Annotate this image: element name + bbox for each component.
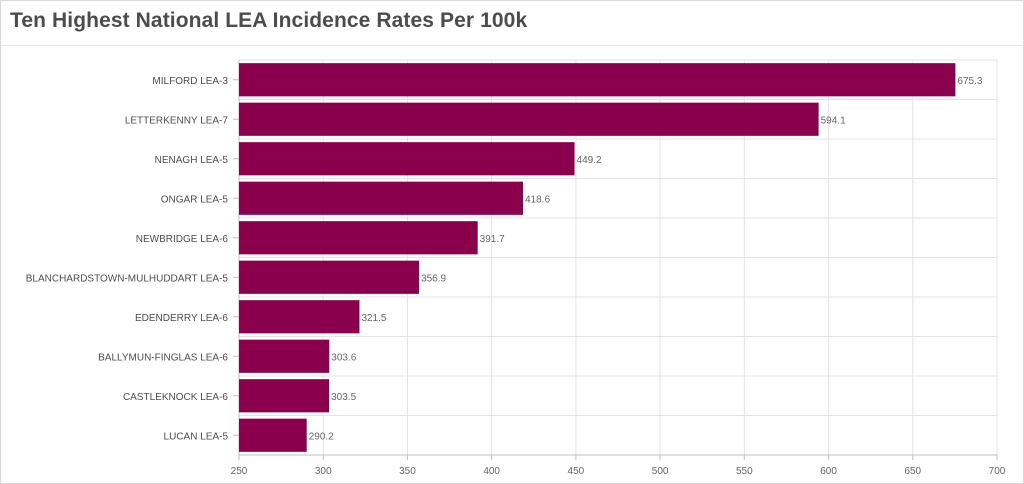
- x-tick-label: 650: [904, 466, 921, 477]
- category-label: EDENDERRY LEA-6: [135, 313, 228, 324]
- value-label: 290.2: [309, 431, 334, 442]
- value-label: 418.6: [525, 194, 550, 205]
- x-tick-label: 700: [989, 466, 1006, 477]
- value-label: 449.2: [577, 155, 602, 166]
- bar-1: [239, 102, 819, 136]
- bar-7: [239, 339, 330, 373]
- x-tick-label: 350: [399, 466, 416, 477]
- x-tick-label: 400: [483, 466, 500, 477]
- value-label: 391.7: [480, 234, 505, 245]
- category-label: MILFORD LEA-3: [152, 76, 228, 87]
- category-label: BALLYMUN-FINGLAS LEA-6: [98, 352, 228, 363]
- x-tick-label: 600: [820, 466, 837, 477]
- bar-5: [239, 260, 420, 294]
- value-label: 321.5: [361, 313, 386, 324]
- title-divider: [1, 45, 1023, 46]
- value-label: 303.5: [331, 392, 356, 403]
- bar-3: [239, 181, 523, 215]
- category-label: NEWBRIDGE LEA-6: [136, 234, 229, 245]
- bar-0: [239, 63, 956, 97]
- category-label: LETTERKENNY LEA-7: [125, 115, 229, 126]
- bar-4: [239, 221, 478, 255]
- bar-2: [239, 142, 575, 176]
- x-tick-label: 300: [315, 466, 332, 477]
- value-label: 594.1: [821, 115, 846, 126]
- chart-title: Ten Highest National LEA Incidence Rates…: [10, 9, 528, 32]
- bar-9: [239, 418, 307, 452]
- category-label: BLANCHARDSTOWN-MULHUDDART LEA-5: [26, 273, 229, 284]
- x-tick-label: 500: [652, 466, 669, 477]
- category-label: ONGAR LEA-5: [161, 194, 229, 205]
- value-label: 675.3: [957, 76, 982, 87]
- x-tick-label: 250: [231, 466, 248, 477]
- x-tick-label: 550: [736, 466, 753, 477]
- bar-8: [239, 379, 330, 413]
- value-label: 356.9: [421, 273, 446, 284]
- category-label: LUCAN LEA-5: [164, 431, 229, 442]
- bar-6: [239, 300, 360, 334]
- x-tick-label: 450: [568, 466, 585, 477]
- category-label: CASTLEKNOCK LEA-6: [123, 392, 228, 403]
- category-label: NENAGH LEA-5: [155, 155, 229, 166]
- value-label: 303.6: [331, 352, 356, 363]
